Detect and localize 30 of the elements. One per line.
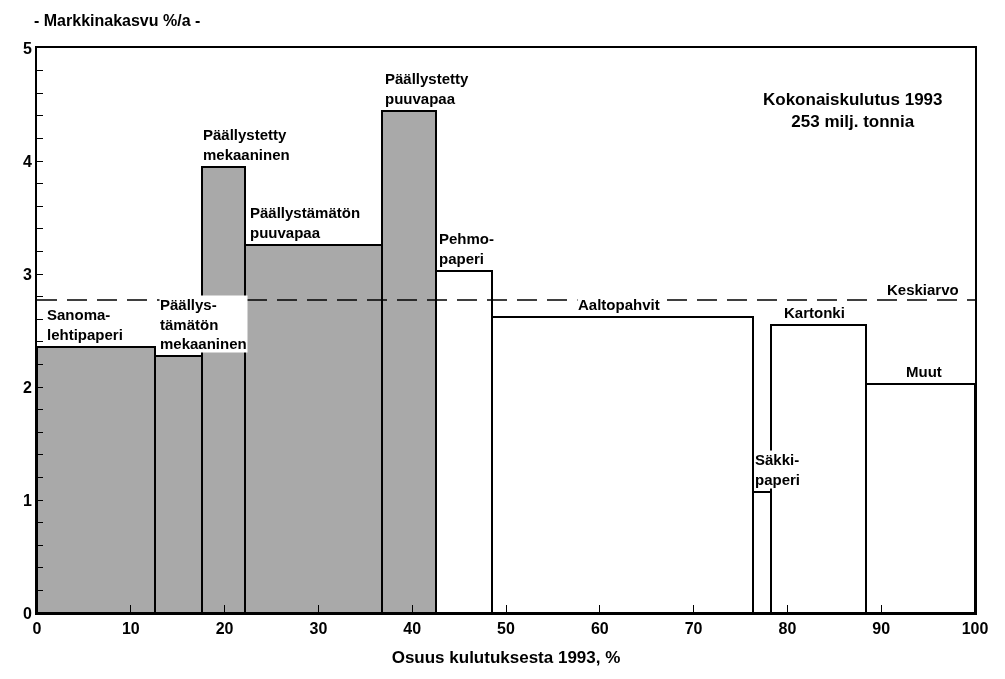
annotation: Päällystetty mekaaninen bbox=[203, 126, 290, 163]
x-tick-label: 20 bbox=[215, 620, 234, 638]
annotation: Päällystetty puuvapaa bbox=[385, 70, 470, 107]
y-tick-label: 2 bbox=[22, 378, 32, 396]
annotation: Päällystämätön puuvapaa bbox=[250, 204, 361, 241]
annotation: Kokonaiskulutus 1993 253 milj. tonnia bbox=[763, 90, 943, 132]
y-tick-label: 0 bbox=[22, 604, 32, 622]
annotation: Muut bbox=[906, 363, 942, 380]
y-tick-label: 1 bbox=[22, 491, 32, 509]
x-tick-label: 50 bbox=[497, 620, 515, 638]
y-tick-label: 4 bbox=[22, 152, 32, 170]
annotation: Aaltopahvit bbox=[578, 296, 660, 313]
x-tick-label: 100 bbox=[961, 620, 989, 638]
x-tick-label: 40 bbox=[403, 620, 422, 638]
x-tick-label: 30 bbox=[309, 620, 328, 638]
x-tick-label: 80 bbox=[778, 620, 797, 638]
annotation: Pehmo- paperi bbox=[439, 230, 495, 267]
annotation: Sanoma- lehtipaperi bbox=[47, 306, 123, 343]
x-axis-title: Osuus kulutuksesta 1993, % bbox=[391, 648, 621, 668]
ref-line-label: Keskiarvo bbox=[887, 281, 959, 298]
y-tick-label: 3 bbox=[22, 265, 32, 283]
x-tick-label: 70 bbox=[684, 620, 703, 638]
annotation: Kartonki bbox=[784, 304, 845, 321]
annotation: Päällys- tämätön mekaaninen bbox=[160, 296, 247, 352]
x-tick-label: 60 bbox=[590, 620, 609, 638]
x-tick-label: 90 bbox=[872, 620, 891, 638]
x-tick-label: 10 bbox=[121, 620, 140, 638]
y-tick-label: 5 bbox=[22, 39, 32, 57]
y-axis-title: - Markkinakasvu %/a - bbox=[34, 12, 201, 29]
annotation: Säkki- paperi bbox=[755, 451, 801, 488]
